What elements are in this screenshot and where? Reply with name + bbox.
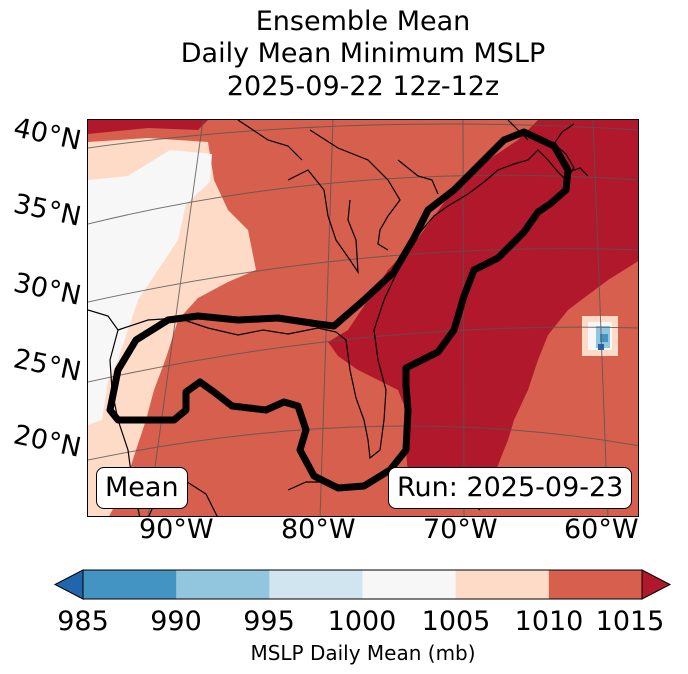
colorbar-extend-low (53, 569, 84, 600)
map-canvas (88, 120, 638, 516)
colorbar-frame (82, 569, 643, 600)
fill-gt-1015-nw (88, 120, 208, 134)
mean-box: Mean (96, 467, 188, 509)
colorbar-tick-995: 995 (243, 606, 295, 637)
title-line-1: Ensemble Mean (255, 6, 471, 37)
lat-label-25: 25°N (10, 343, 84, 388)
colorbar-bin-1010-1015 (548, 570, 643, 599)
lon-label-70w: 70°W (423, 514, 498, 545)
colorbar-tick-990: 990 (150, 606, 202, 637)
colorbar-tick-1005: 1005 (421, 606, 491, 637)
lat-label-30: 30°N (10, 267, 84, 312)
fill-1000-1005 (88, 150, 212, 425)
colorbar-tick-1015: 1015 (595, 606, 665, 637)
colorbar-bin-1000-1005 (362, 570, 457, 599)
colorbar-tick-1010: 1010 (514, 606, 584, 637)
title-line-3: 2025-09-22 12z-12z (226, 71, 500, 102)
title-line-2: Daily Mean Minimum MSLP (180, 38, 546, 69)
colorbar-label: MSLP Daily Mean (mb) (250, 641, 476, 665)
colorbar-bin-1005-1010 (455, 570, 550, 599)
run-box: Run: 2025-09-23 (388, 467, 633, 509)
small-low-feature (582, 316, 618, 356)
highlight-contour (106, 128, 572, 492)
lon-label-80w: 80°W (281, 514, 356, 545)
mslp-map (87, 119, 639, 517)
lon-label-60w: 60°W (564, 514, 639, 545)
graticule (88, 120, 638, 516)
colorbar-tick-1000: 1000 (327, 606, 397, 637)
colorbar-bin-990-995 (176, 570, 270, 599)
lat-label-40: 40°N (10, 112, 84, 157)
lon-label-90w: 90°W (139, 514, 214, 545)
lat-label-35: 35°N (10, 188, 84, 233)
colorbar-tick-985: 985 (57, 606, 109, 637)
lat-label-20: 20°N (10, 419, 84, 464)
colorbar-extend-high (641, 569, 672, 600)
colorbar-bin-985-990 (83, 570, 177, 599)
colorbar-bin-995-1000 (269, 570, 363, 599)
